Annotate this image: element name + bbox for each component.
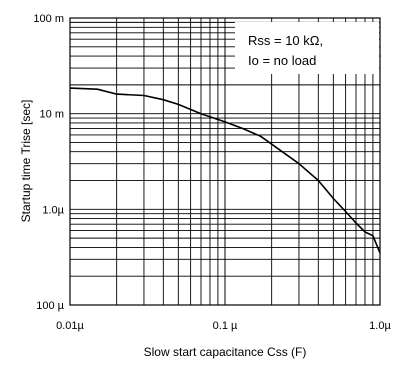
y-tick-label: 100 µ — [36, 300, 64, 312]
series-line — [69, 87, 381, 254]
y-tick-label: 100 m — [33, 13, 64, 25]
y-axis-title: Startup time Trise [sec] — [19, 100, 33, 223]
plot-frame — [69, 17, 381, 306]
y-tick-label: 1.0µ — [42, 204, 64, 216]
series-layer — [69, 87, 381, 254]
annotation-line-1: Rss = 10 kΩ, — [248, 33, 323, 48]
grid-layer — [70, 18, 380, 305]
x-axis-title: Slow start capacitance Css (F) — [144, 345, 307, 359]
tick-label-layer: 0.01µ 0.1 µ 1.0µ 100 m 10 m 1.0µ 100 µ — [33, 13, 391, 332]
y-tick-label: 10 m — [40, 109, 64, 121]
annotation-box — [235, 22, 379, 74]
x-tick-label: 0.01µ — [56, 320, 84, 332]
x-tick-label: 0.1 µ — [213, 320, 238, 332]
annotation-line-2: Iᴏ = no load — [248, 53, 316, 68]
x-tick-label: 1.0µ — [369, 320, 391, 332]
